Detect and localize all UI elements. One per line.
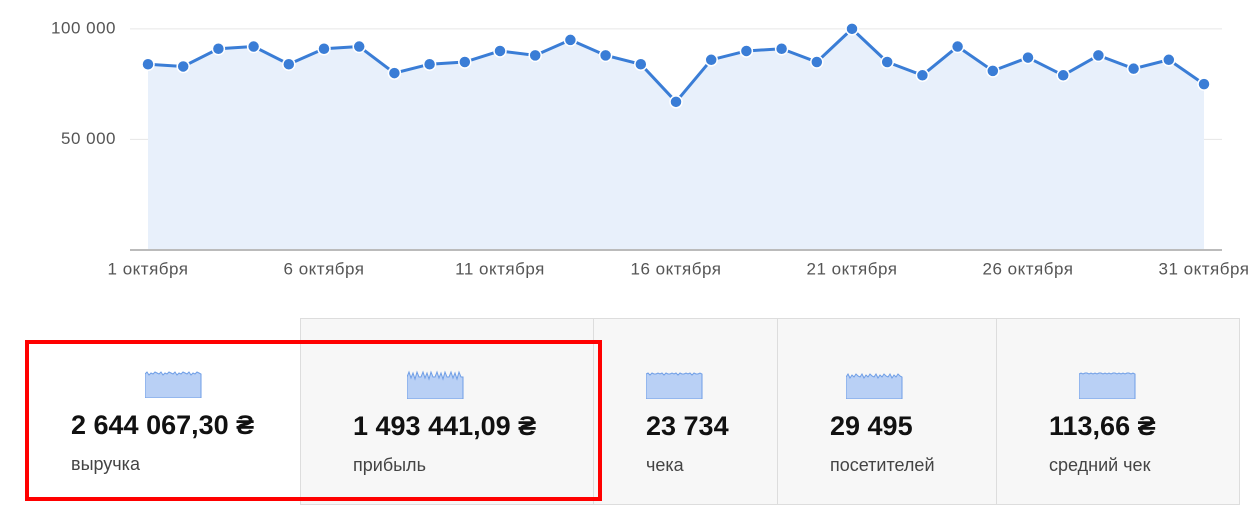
sparkline bbox=[846, 373, 903, 399]
x-tick-label: 16 октября bbox=[631, 259, 722, 278]
point bbox=[176, 59, 190, 74]
kpi-label: прибыль bbox=[353, 455, 426, 475]
point bbox=[598, 48, 613, 63]
point bbox=[1126, 61, 1141, 76]
point bbox=[387, 66, 402, 80]
point bbox=[810, 55, 824, 69]
y-tick-label: 100 000 bbox=[51, 18, 116, 37]
sparkline-area bbox=[1079, 372, 1136, 399]
sparkline bbox=[1079, 372, 1136, 399]
point bbox=[563, 33, 578, 47]
x-tick-label: 21 октября bbox=[807, 259, 898, 278]
point bbox=[493, 44, 507, 58]
kpi-tile: 1 493 441,09 ₴ прибыль bbox=[300, 318, 593, 505]
point bbox=[915, 68, 930, 83]
x-tick-label: 1 октября bbox=[108, 259, 189, 278]
sparkline-area bbox=[846, 373, 903, 399]
area bbox=[148, 28, 1204, 250]
kpi-value: 23 734 bbox=[646, 411, 729, 441]
point bbox=[1162, 53, 1176, 67]
kpi-value: 2 644 067,30 ₴ bbox=[71, 410, 255, 440]
sparkline bbox=[646, 372, 703, 399]
sparkline-area bbox=[646, 372, 703, 399]
kpi-value: 1 493 441,09 ₴ bbox=[353, 411, 537, 441]
kpi-value: 29 495 bbox=[830, 411, 913, 441]
point bbox=[986, 64, 1000, 78]
point bbox=[282, 57, 296, 71]
kpi-label: средний чек bbox=[1049, 455, 1151, 475]
chart: 50 000 100 000 1 октября 6 октября 11 октябр… bbox=[51, 18, 1250, 278]
point bbox=[880, 55, 894, 69]
x-tick-label: 6 октября bbox=[284, 259, 365, 278]
point bbox=[1091, 48, 1106, 63]
point bbox=[422, 57, 437, 71]
kpi-tile: 29 495 посетителей bbox=[777, 318, 996, 505]
point bbox=[634, 57, 648, 71]
x-tick-label: 26 октября bbox=[983, 259, 1074, 278]
kpi-label: чека bbox=[646, 455, 684, 475]
point bbox=[739, 44, 754, 58]
sparkline-area bbox=[407, 370, 464, 399]
point bbox=[950, 39, 965, 54]
y-tick-label: 50 000 bbox=[61, 129, 116, 148]
point bbox=[352, 39, 366, 54]
point bbox=[458, 55, 472, 69]
point bbox=[845, 22, 859, 36]
sparkline-area bbox=[145, 371, 202, 398]
kpi-value: 113,66 ₴ bbox=[1049, 411, 1156, 441]
kpi-label: посетителей bbox=[830, 455, 935, 475]
point bbox=[528, 48, 542, 63]
kpi-tile: 113,66 ₴ средний чек bbox=[996, 318, 1240, 505]
point bbox=[317, 42, 331, 56]
point bbox=[141, 57, 155, 71]
point bbox=[704, 53, 718, 67]
x-tick-label: 11 октября bbox=[455, 259, 545, 278]
x-tick-label: 31 октября bbox=[1159, 259, 1250, 278]
point bbox=[669, 95, 683, 109]
point bbox=[211, 42, 226, 56]
sparkline bbox=[145, 371, 202, 398]
point bbox=[774, 42, 789, 56]
point bbox=[1056, 68, 1070, 83]
kpi-tile: 2 644 067,30 ₴ выручка bbox=[25, 318, 300, 505]
point bbox=[1021, 50, 1035, 65]
sparkline bbox=[407, 370, 464, 399]
point bbox=[246, 39, 261, 54]
kpi-label: выручка bbox=[71, 454, 140, 474]
kpi-tile: 23 734 чека bbox=[593, 318, 777, 505]
point bbox=[1197, 77, 1211, 91]
highlight-box bbox=[25, 340, 602, 501]
